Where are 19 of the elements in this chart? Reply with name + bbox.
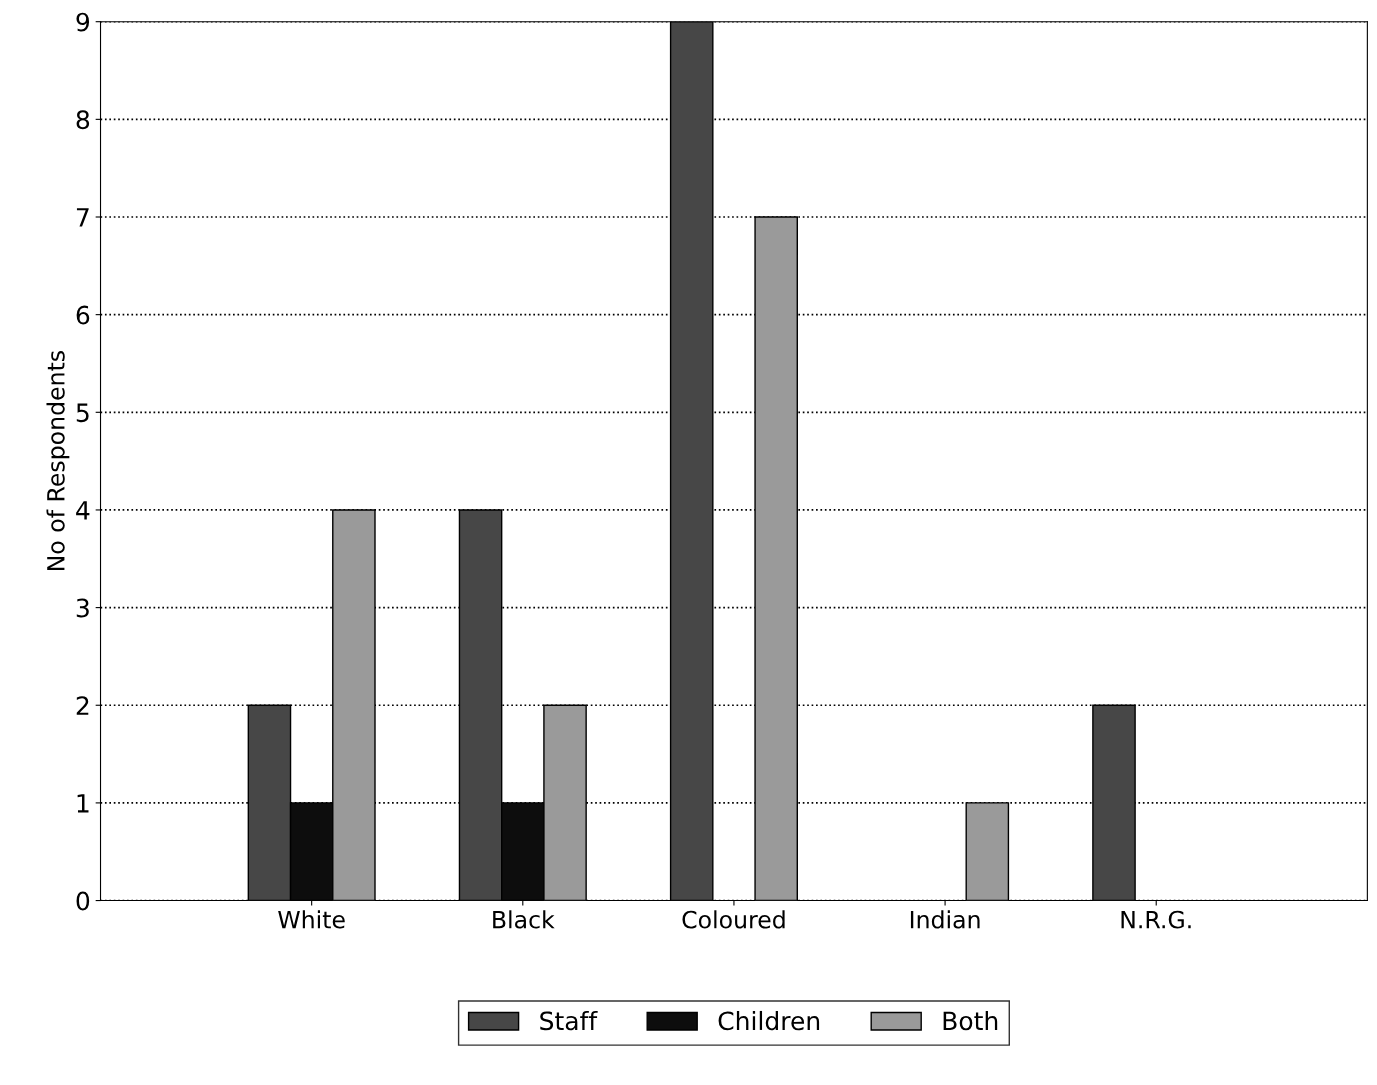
y-tick-label: 5	[76, 403, 89, 423]
legend-label: Staff	[540, 1010, 598, 1031]
y-tick-label: 9	[76, 12, 90, 32]
x-tick-label: N.R.G.	[1121, 910, 1191, 929]
x-tick-label: Black	[493, 910, 555, 929]
legend-label: Children	[718, 1010, 820, 1031]
x-tick-label: White	[278, 910, 345, 929]
y-tick-label: 7	[76, 208, 89, 227]
y-tick-label: 4	[76, 501, 90, 520]
y-tick-label: 8	[76, 110, 90, 130]
y-tick-label: 2	[76, 696, 89, 715]
y-tick-label: 0	[76, 891, 90, 911]
y-tick-label: 1	[77, 794, 89, 813]
x-tick-label: Indian	[910, 910, 980, 929]
y-tick-label: 3	[76, 598, 89, 618]
legend-label: Both	[943, 1010, 998, 1031]
y-axis-title: No of Respondents	[46, 351, 70, 571]
x-tick-label: Coloured	[682, 910, 785, 929]
y-tick-label: 6	[76, 305, 90, 325]
